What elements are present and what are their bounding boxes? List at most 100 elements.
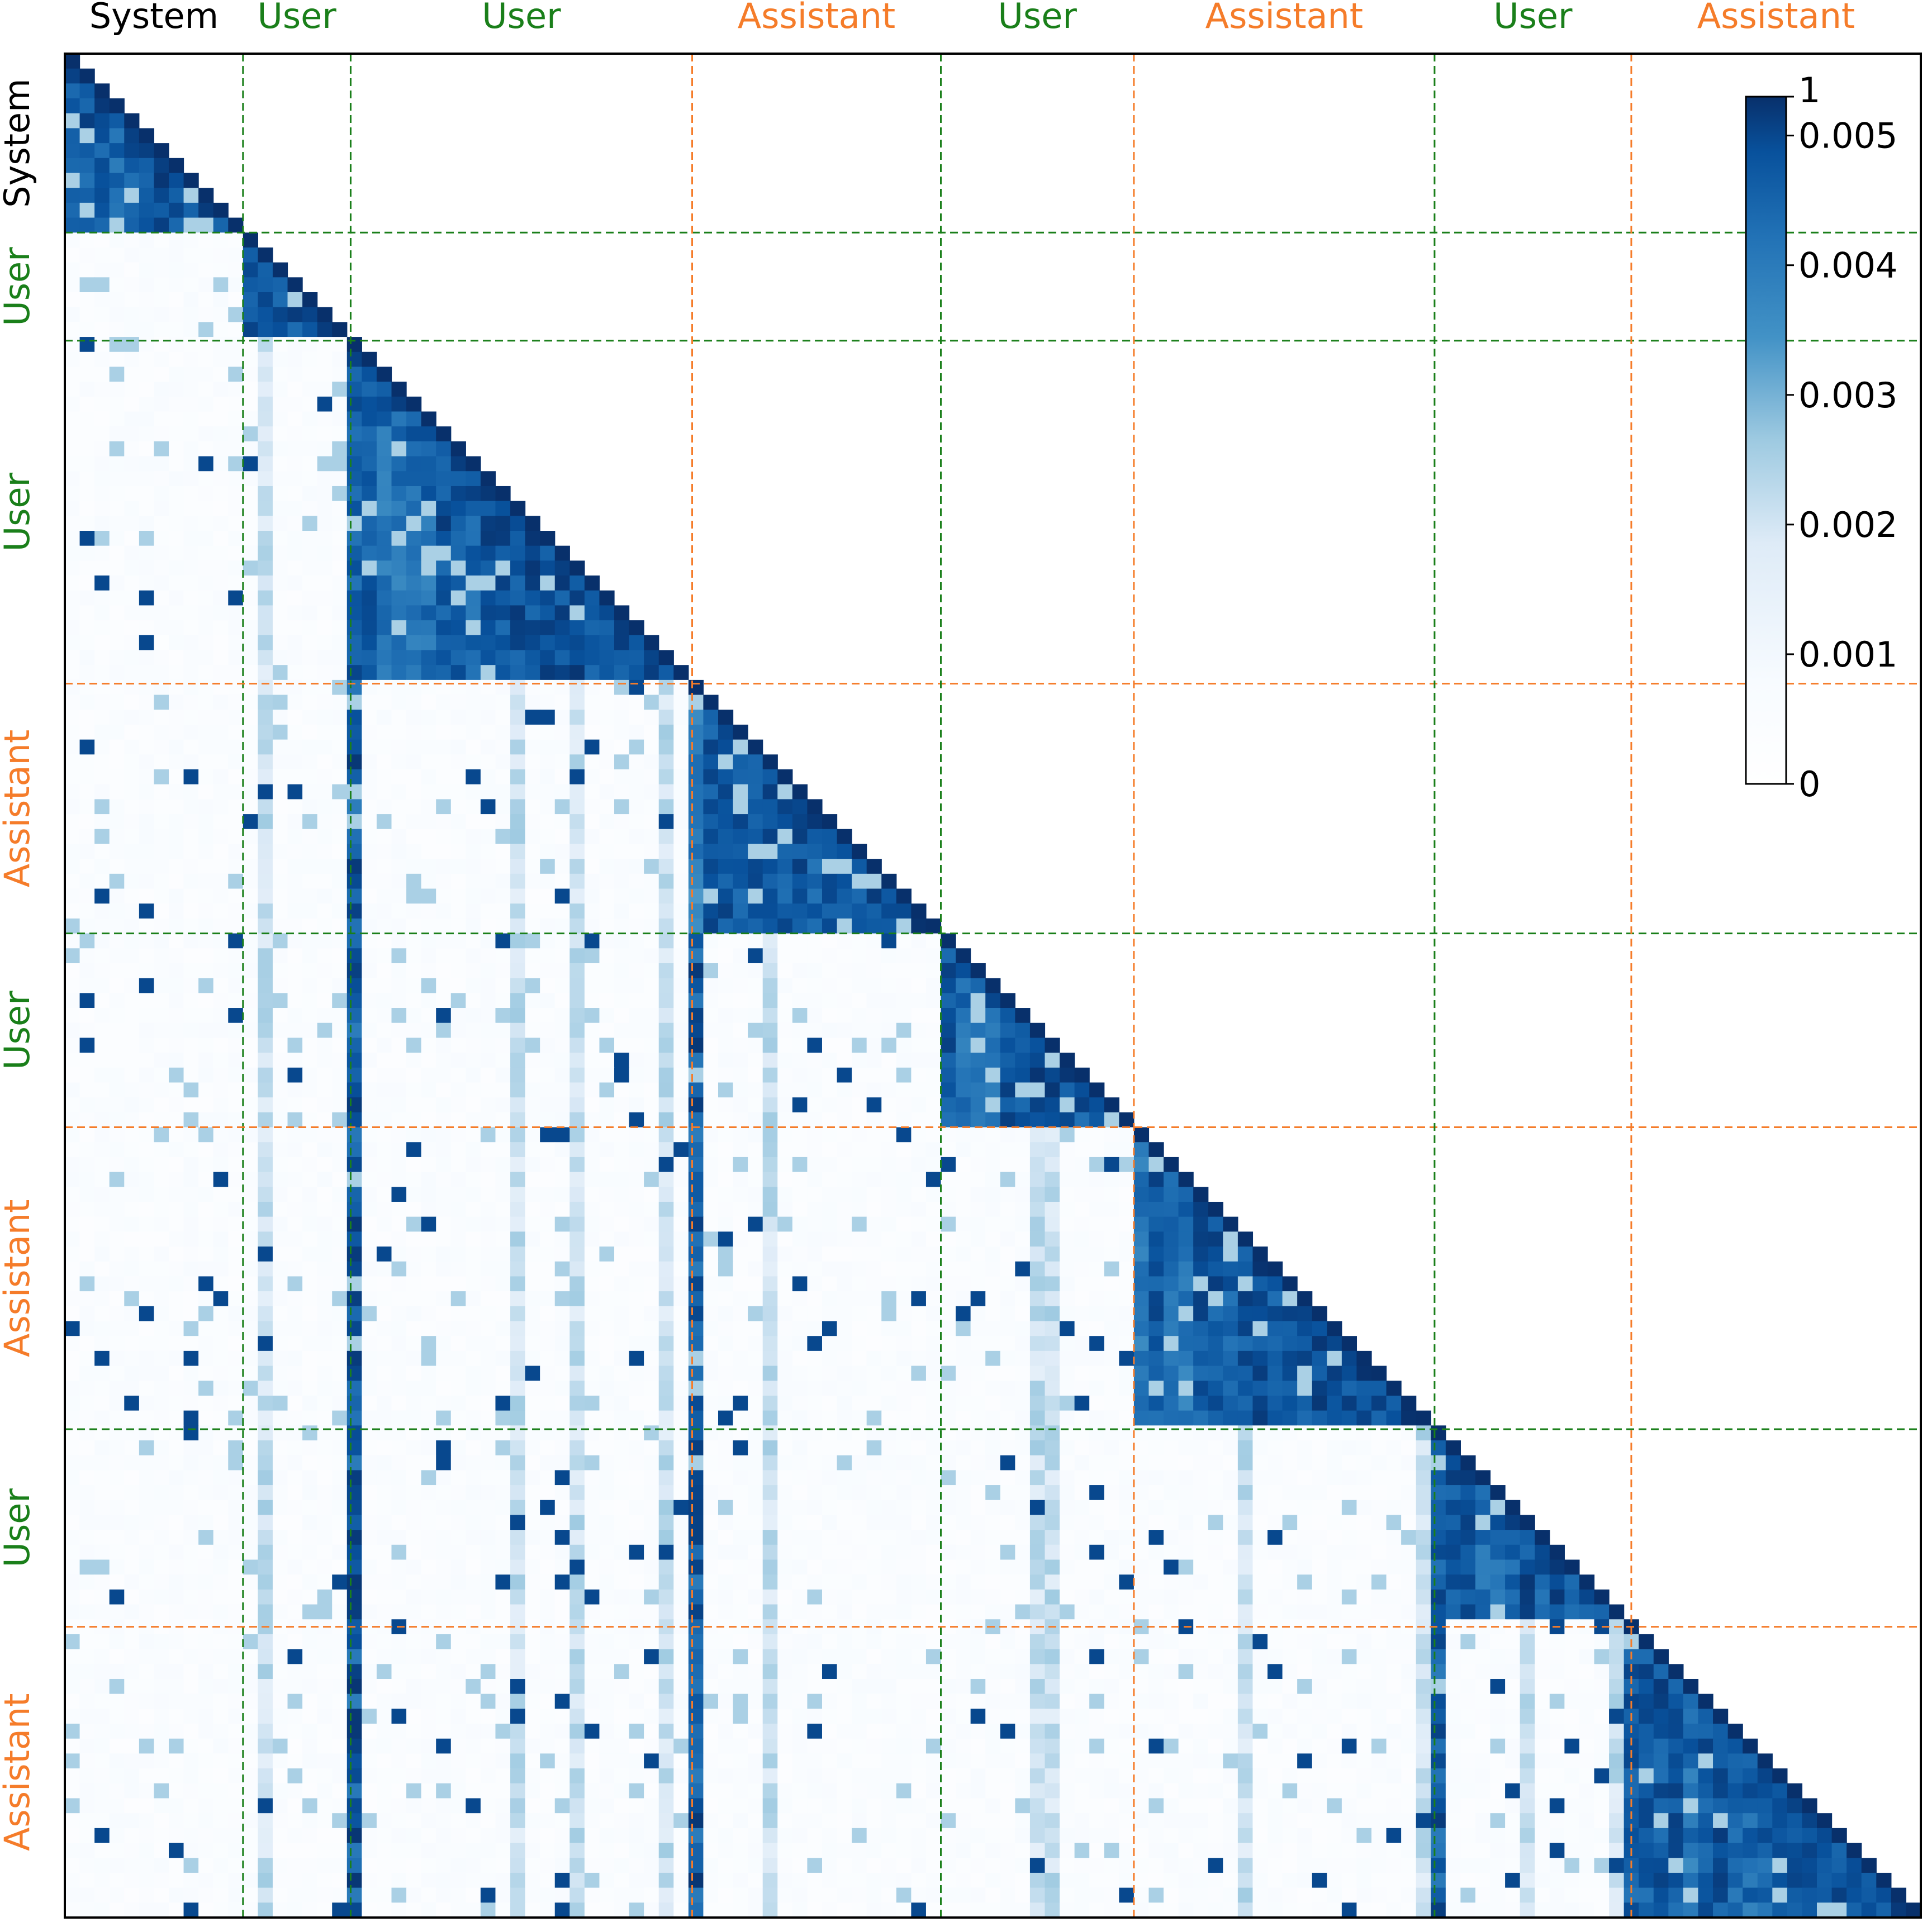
heatmap-cell <box>881 888 897 904</box>
heatmap-cell <box>1178 1485 1194 1501</box>
heatmap-cell <box>287 575 303 591</box>
heatmap-cell <box>970 1187 986 1202</box>
heatmap-cell <box>644 918 659 934</box>
heatmap-cell <box>1104 1410 1119 1426</box>
heatmap-cell <box>480 1276 496 1292</box>
heatmap-cell <box>956 1381 971 1396</box>
heatmap-cell <box>466 650 481 665</box>
heatmap-cell <box>332 456 348 472</box>
heatmap-cell <box>658 1336 674 1352</box>
heatmap-cell <box>124 471 140 487</box>
heatmap-cell <box>406 1097 422 1113</box>
heatmap-cell <box>79 471 95 487</box>
heatmap-cell <box>436 665 452 681</box>
heatmap-cell <box>525 1291 540 1307</box>
heatmap-cell <box>1015 1515 1031 1530</box>
heatmap-cell <box>777 1231 793 1247</box>
heatmap-cell <box>495 1410 511 1426</box>
heatmap-cell <box>154 1082 169 1098</box>
heatmap-cell <box>1045 1366 1060 1381</box>
heatmap-cell <box>168 918 184 934</box>
heatmap-cell <box>837 1455 852 1471</box>
heatmap-cell <box>65 873 80 889</box>
heatmap-cell <box>569 1231 585 1247</box>
heatmap-cell <box>1252 1395 1268 1411</box>
heatmap-cell <box>258 859 273 874</box>
heatmap-cell <box>302 605 318 621</box>
heatmap-cell <box>1208 1350 1223 1367</box>
heatmap-cell <box>866 1022 882 1039</box>
heatmap-cell <box>1089 1291 1105 1307</box>
heatmap-cell <box>1282 1395 1298 1411</box>
heatmap-cell <box>510 1470 526 1486</box>
heatmap-cell <box>748 1440 763 1456</box>
heatmap-cell <box>1416 1485 1431 1501</box>
heatmap-cell <box>258 516 273 531</box>
heatmap-cell <box>554 1500 570 1516</box>
heatmap-cell <box>228 1410 244 1426</box>
heatmap-cell <box>510 635 526 651</box>
heatmap-cell <box>317 1425 333 1441</box>
heatmap-cell <box>154 590 169 606</box>
heatmap-cell <box>213 426 229 442</box>
heatmap-cell <box>436 1053 452 1068</box>
heatmap-cell <box>183 1485 199 1501</box>
heatmap-cell <box>525 516 540 531</box>
heatmap-cell <box>154 1410 169 1426</box>
heatmap-cell <box>332 978 348 993</box>
heatmap-cell <box>243 1515 258 1530</box>
heatmap-cell <box>881 1201 897 1217</box>
heatmap-cell <box>554 754 570 770</box>
heatmap-cell <box>569 829 585 845</box>
heatmap-cell <box>525 739 540 755</box>
heatmap-cell <box>154 456 169 472</box>
heatmap-cell <box>65 933 80 949</box>
heatmap-cell <box>466 1008 481 1024</box>
heatmap-cell <box>168 665 184 681</box>
heatmap-cell <box>658 1261 674 1277</box>
heatmap-cell <box>1268 1291 1283 1307</box>
heatmap-cell <box>540 545 556 561</box>
heatmap-cell <box>911 1515 927 1530</box>
heatmap-cell <box>1015 1097 1031 1113</box>
heatmap-cell <box>554 918 570 934</box>
heatmap-cell <box>510 754 526 770</box>
heatmap-cell <box>406 1201 422 1217</box>
heatmap-cell <box>302 396 318 412</box>
heatmap-cell <box>748 814 763 830</box>
heatmap-cell <box>198 1142 214 1158</box>
heatmap-cell <box>391 1216 407 1232</box>
heatmap-cell <box>376 456 392 472</box>
heatmap-cell <box>658 873 674 889</box>
heatmap-cell <box>599 724 615 740</box>
heatmap-cell <box>450 859 466 874</box>
heatmap-cell <box>941 1455 956 1471</box>
heatmap-cell <box>139 710 155 725</box>
heatmap-cell <box>1164 1187 1179 1202</box>
heatmap-cell <box>777 1410 793 1426</box>
heatmap-cell <box>1133 1291 1150 1307</box>
heatmap-cell <box>554 1276 570 1292</box>
heatmap-cell <box>258 1187 273 1202</box>
heatmap-cell <box>168 620 184 636</box>
heatmap-cell <box>644 1425 659 1441</box>
heatmap-cell <box>807 1350 823 1367</box>
heatmap-cell <box>748 1142 763 1158</box>
heatmap-cell <box>970 1470 986 1486</box>
heatmap-cell <box>362 1187 377 1202</box>
heatmap-cell <box>688 1485 704 1501</box>
heatmap-cell <box>748 1455 763 1471</box>
heatmap-cell <box>614 1366 630 1381</box>
heatmap-cell <box>495 1395 511 1411</box>
heatmap-cell <box>302 1395 318 1411</box>
heatmap-cell <box>243 575 258 591</box>
heatmap-cell <box>1341 1455 1357 1471</box>
heatmap-cell <box>406 1127 422 1143</box>
heatmap-cell <box>896 1395 912 1411</box>
heatmap-cell <box>154 1276 169 1292</box>
heatmap-cell <box>139 814 155 830</box>
heatmap-cell <box>510 859 526 874</box>
heatmap-cell <box>139 1485 155 1501</box>
heatmap-cell <box>124 560 140 576</box>
heatmap-cell <box>1297 1321 1313 1336</box>
